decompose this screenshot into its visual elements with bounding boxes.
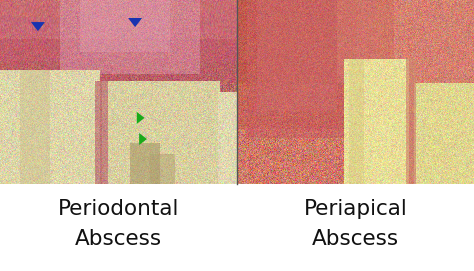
- Polygon shape: [31, 22, 45, 31]
- Text: Abscess: Abscess: [75, 229, 162, 249]
- Text: Abscess: Abscess: [312, 229, 399, 249]
- Polygon shape: [137, 112, 145, 124]
- Polygon shape: [128, 18, 142, 27]
- Text: Periodontal: Periodontal: [58, 199, 179, 219]
- Bar: [0, 184, 474, 271]
- Text: Periapical: Periapical: [304, 199, 407, 219]
- Polygon shape: [139, 133, 147, 145]
